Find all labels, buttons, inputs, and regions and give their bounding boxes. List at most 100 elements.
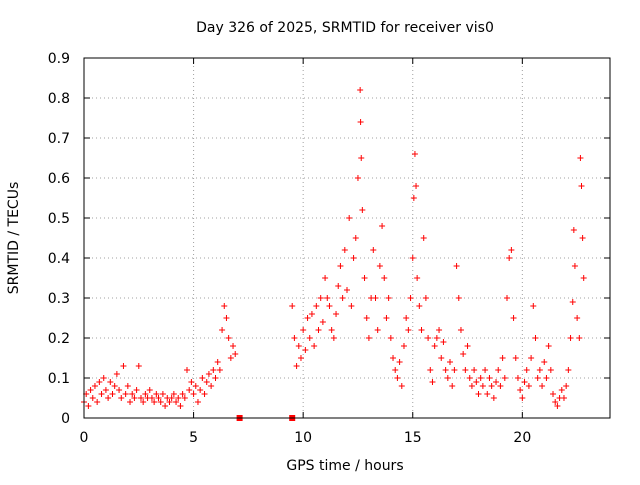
data-point [186, 387, 193, 393]
data-point [96, 379, 103, 385]
data-point [173, 399, 180, 405]
data-point [525, 383, 532, 389]
data-point [170, 391, 177, 397]
data-point [501, 375, 508, 381]
y-tick-label: 0.1 [48, 371, 70, 387]
data-point [140, 399, 147, 405]
plot-frame [83, 57, 611, 419]
data-point [190, 391, 197, 397]
data-point [512, 355, 519, 361]
data-point [308, 311, 315, 317]
data-point [357, 87, 364, 93]
data-point [129, 391, 136, 397]
data-point [87, 387, 94, 393]
data-point [552, 399, 559, 405]
data-point [319, 319, 326, 325]
data-point [455, 295, 462, 301]
data-point [579, 235, 586, 241]
data-point [414, 275, 421, 281]
data-point [199, 375, 206, 381]
data-point [409, 255, 416, 261]
data-point [464, 343, 471, 349]
data-point [94, 399, 101, 405]
data-point [570, 227, 577, 233]
data-point [127, 399, 134, 405]
data-point [422, 295, 429, 301]
data-point [374, 327, 381, 333]
data-point [376, 263, 383, 269]
data-point [157, 399, 164, 405]
data-point [396, 359, 403, 365]
data-point [499, 355, 506, 361]
data-point [387, 335, 394, 341]
data-point [447, 359, 454, 365]
data-point [232, 351, 239, 357]
data-point [297, 355, 304, 361]
data-point [405, 327, 412, 333]
data-point [425, 335, 432, 341]
data-point [311, 343, 318, 349]
data-point [142, 391, 149, 397]
data-point [118, 395, 125, 401]
data-point [453, 263, 460, 269]
data-point [137, 395, 144, 401]
data-point [394, 375, 401, 381]
data-point [418, 327, 425, 333]
data-point [135, 363, 142, 369]
x-tick-labels: 0 5 10 15 20 [80, 430, 532, 446]
data-point [381, 275, 388, 281]
data-point [357, 119, 364, 125]
data-point [212, 375, 219, 381]
data-point [210, 367, 217, 373]
data-point [460, 351, 467, 357]
data-point [486, 375, 493, 381]
data-point [400, 343, 407, 349]
data-point [317, 295, 324, 301]
data-point [124, 383, 131, 389]
data-point [358, 155, 365, 161]
data-point [289, 303, 296, 309]
data-point [475, 391, 482, 397]
data-point [468, 383, 475, 389]
data-point [335, 283, 342, 289]
y-tick-label: 0.5 [48, 211, 70, 227]
data-point [166, 399, 173, 405]
data-point [390, 355, 397, 361]
data-point [528, 355, 535, 361]
data-point [146, 387, 153, 393]
data-point [431, 343, 438, 349]
x-axis-label: GPS time / hours [286, 458, 403, 474]
data-point [473, 379, 480, 385]
data-point [550, 391, 557, 397]
data-point [506, 255, 513, 261]
data-points [81, 87, 587, 409]
data-point [420, 235, 427, 241]
y-tick-labels: 0 0.1 0.2 0.3 0.4 0.5 0.6 0.7 0.8 0.9 [48, 51, 70, 427]
data-point [315, 327, 322, 333]
data-point [433, 335, 440, 341]
data-point [175, 395, 182, 401]
data-point [363, 315, 370, 321]
data-point [567, 335, 574, 341]
data-point [517, 387, 524, 393]
data-point [451, 367, 458, 373]
data-point [113, 371, 120, 377]
data-point [523, 367, 530, 373]
data-point [177, 403, 184, 409]
x-tick-label: 15 [404, 430, 422, 446]
chart-title: Day 326 of 2025, SRMTID for receiver vis… [196, 20, 494, 36]
data-point [122, 391, 129, 397]
data-point [227, 355, 234, 361]
data-point [107, 379, 114, 385]
data-point [577, 155, 584, 161]
data-point [352, 235, 359, 241]
data-point [440, 339, 447, 345]
data-point [565, 367, 572, 373]
data-point [214, 359, 221, 365]
data-point [580, 275, 587, 281]
data-point [91, 383, 98, 389]
data-point [543, 375, 550, 381]
data-point [514, 375, 521, 381]
data-point [188, 379, 195, 385]
